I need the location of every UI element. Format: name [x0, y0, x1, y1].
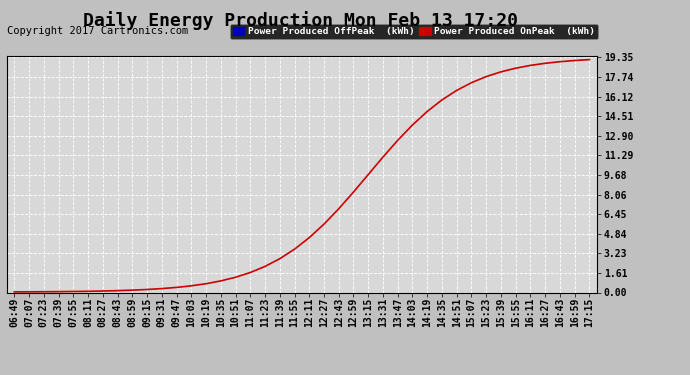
Legend: Power Produced OffPeak  (kWh), Power Produced OnPeak  (kWh): Power Produced OffPeak (kWh), Power Prod… — [230, 24, 598, 39]
Text: Daily Energy Production Mon Feb 13 17:20: Daily Energy Production Mon Feb 13 17:20 — [83, 11, 518, 30]
Text: Copyright 2017 Cartronics.com: Copyright 2017 Cartronics.com — [7, 26, 188, 36]
